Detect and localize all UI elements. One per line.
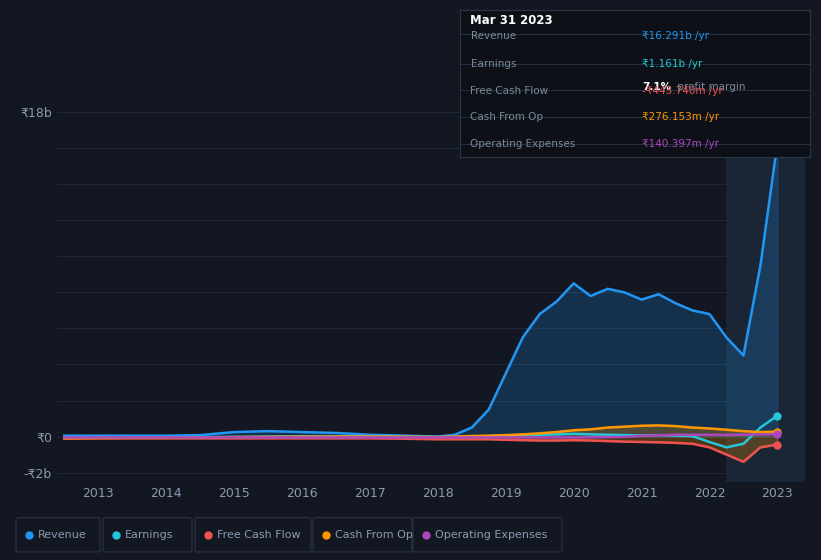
- Text: profit margin: profit margin: [673, 82, 745, 92]
- Text: ₹276.153m /yr: ₹276.153m /yr: [642, 113, 719, 122]
- FancyBboxPatch shape: [103, 517, 192, 552]
- Text: Operating Expenses: Operating Expenses: [470, 139, 576, 149]
- Text: Mar 31 2023: Mar 31 2023: [470, 14, 553, 27]
- FancyBboxPatch shape: [313, 517, 412, 552]
- Text: 7.1%: 7.1%: [642, 82, 671, 92]
- Text: Free Cash Flow: Free Cash Flow: [217, 530, 300, 540]
- Text: ₹140.397m /yr: ₹140.397m /yr: [642, 139, 719, 149]
- Text: Earnings: Earnings: [470, 59, 516, 69]
- Text: Cash From Op: Cash From Op: [335, 530, 413, 540]
- Bar: [727, 67, 805, 482]
- Text: -₹443.740m /yr: -₹443.740m /yr: [642, 86, 722, 96]
- Text: Cash From Op: Cash From Op: [470, 113, 544, 122]
- Text: Operating Expenses: Operating Expenses: [435, 530, 548, 540]
- Text: ₹1.161b /yr: ₹1.161b /yr: [642, 59, 703, 69]
- Text: Revenue: Revenue: [38, 530, 87, 540]
- FancyBboxPatch shape: [195, 517, 311, 552]
- Text: ₹16.291b /yr: ₹16.291b /yr: [642, 31, 709, 41]
- Text: Revenue: Revenue: [470, 31, 516, 41]
- FancyBboxPatch shape: [16, 517, 100, 552]
- Text: Free Cash Flow: Free Cash Flow: [470, 86, 548, 96]
- FancyBboxPatch shape: [413, 517, 562, 552]
- Text: Earnings: Earnings: [125, 530, 173, 540]
